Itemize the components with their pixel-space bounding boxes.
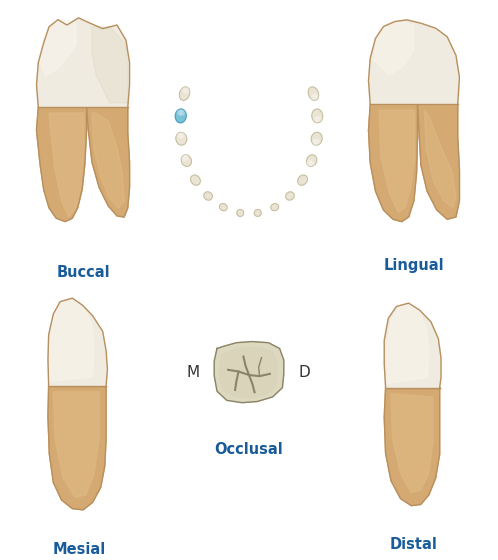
Circle shape xyxy=(309,161,314,166)
Polygon shape xyxy=(306,155,317,166)
Circle shape xyxy=(315,139,320,144)
Circle shape xyxy=(315,117,320,122)
Polygon shape xyxy=(220,347,277,398)
Polygon shape xyxy=(220,204,227,211)
Polygon shape xyxy=(204,192,212,200)
Circle shape xyxy=(308,161,313,166)
Polygon shape xyxy=(48,386,106,510)
Polygon shape xyxy=(369,20,460,104)
Circle shape xyxy=(314,139,319,144)
Polygon shape xyxy=(40,20,76,76)
Polygon shape xyxy=(36,18,129,108)
Polygon shape xyxy=(92,27,128,103)
Circle shape xyxy=(181,156,186,161)
Polygon shape xyxy=(374,22,414,75)
Circle shape xyxy=(178,133,183,138)
Polygon shape xyxy=(181,155,192,166)
Polygon shape xyxy=(179,87,190,100)
Polygon shape xyxy=(254,209,261,216)
Polygon shape xyxy=(424,110,456,208)
Circle shape xyxy=(313,94,318,99)
Polygon shape xyxy=(384,388,440,506)
Polygon shape xyxy=(48,298,108,386)
Polygon shape xyxy=(387,305,429,384)
Text: D: D xyxy=(299,365,311,380)
Circle shape xyxy=(184,88,189,94)
Text: Mesial: Mesial xyxy=(52,542,106,557)
Text: Distal: Distal xyxy=(390,536,438,552)
Polygon shape xyxy=(312,109,323,123)
Circle shape xyxy=(184,155,189,160)
Polygon shape xyxy=(391,394,433,493)
Circle shape xyxy=(317,116,322,122)
Text: Buccal: Buccal xyxy=(56,265,110,281)
Polygon shape xyxy=(191,175,200,185)
Polygon shape xyxy=(53,392,99,497)
Circle shape xyxy=(311,95,316,100)
Circle shape xyxy=(179,110,184,115)
Polygon shape xyxy=(298,175,307,185)
Polygon shape xyxy=(36,108,129,222)
Text: Lingual: Lingual xyxy=(383,258,444,273)
Circle shape xyxy=(312,139,317,144)
Circle shape xyxy=(182,88,187,92)
Text: M: M xyxy=(187,365,200,380)
Polygon shape xyxy=(49,300,94,381)
Circle shape xyxy=(177,110,182,115)
Circle shape xyxy=(183,88,188,93)
Polygon shape xyxy=(237,209,244,216)
Polygon shape xyxy=(379,110,415,212)
Polygon shape xyxy=(308,87,319,100)
Circle shape xyxy=(177,133,182,138)
Polygon shape xyxy=(49,113,84,217)
Polygon shape xyxy=(176,132,187,145)
Polygon shape xyxy=(311,132,322,145)
Circle shape xyxy=(180,110,185,115)
Polygon shape xyxy=(92,113,124,208)
Polygon shape xyxy=(286,192,294,200)
Circle shape xyxy=(180,133,185,138)
Circle shape xyxy=(183,156,188,160)
Circle shape xyxy=(312,95,317,99)
Polygon shape xyxy=(175,109,186,123)
Circle shape xyxy=(307,160,312,165)
Polygon shape xyxy=(384,303,441,388)
Polygon shape xyxy=(271,204,278,211)
Polygon shape xyxy=(214,342,284,403)
Text: Occlusal: Occlusal xyxy=(215,442,283,458)
Circle shape xyxy=(314,116,319,122)
Polygon shape xyxy=(369,104,460,222)
